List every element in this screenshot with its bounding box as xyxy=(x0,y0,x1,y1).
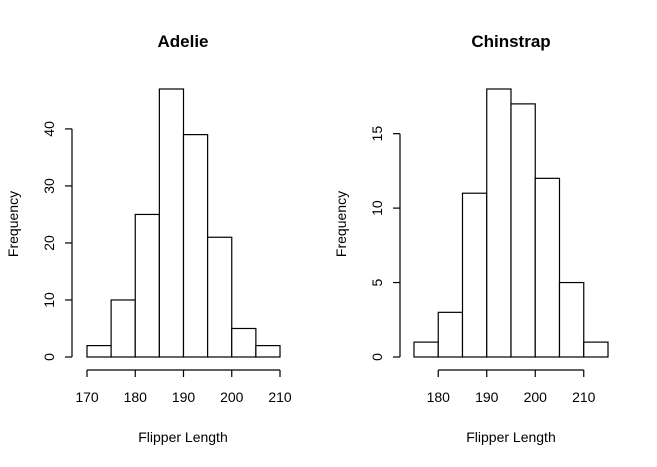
histogram-bar xyxy=(182,134,209,358)
x-tick-label: 190 xyxy=(172,389,196,405)
y-tick-label: 15 xyxy=(369,126,385,142)
histogram-bar xyxy=(583,341,609,358)
x-tick-label: 200 xyxy=(220,389,244,405)
y-axis-label: Frequency xyxy=(5,191,21,257)
chart-title: Chinstrap xyxy=(471,32,550,51)
histogram-bar xyxy=(134,213,160,358)
x-tick-label: 190 xyxy=(475,389,499,405)
histogram-bar xyxy=(437,311,464,358)
y-tick-label: 0 xyxy=(41,353,57,361)
x-tick-label: 180 xyxy=(124,389,148,405)
y-tick-label: 10 xyxy=(369,200,385,216)
histogram-bar xyxy=(207,236,233,358)
histogram-bar xyxy=(486,88,512,358)
x-axis-label: Flipper Length xyxy=(466,429,556,445)
x-tick-label: 170 xyxy=(75,389,99,405)
x-axis-label: Flipper Length xyxy=(138,429,228,445)
x-tick-label: 210 xyxy=(572,389,596,405)
y-tick-label: 0 xyxy=(369,353,385,361)
y-tick-label: 20 xyxy=(41,235,57,251)
x-tick-label: 200 xyxy=(524,389,548,405)
histogram-bar xyxy=(461,192,488,358)
x-tick-label: 180 xyxy=(427,389,451,405)
histogram-bar xyxy=(110,299,136,358)
y-tick-label: 10 xyxy=(41,292,57,308)
histogram-bar xyxy=(413,341,439,358)
y-axis-label: Frequency xyxy=(333,191,349,257)
histogram-bar xyxy=(86,344,112,358)
x-tick-label: 210 xyxy=(268,389,292,405)
histogram-bar xyxy=(231,327,257,358)
chart-title: Adelie xyxy=(157,32,208,51)
y-tick-label: 5 xyxy=(369,278,385,286)
y-tick-label: 30 xyxy=(41,178,57,194)
panel-0: Adelie 0 10 20 30 40 170 180 190 200 210 Flipper Le… xyxy=(5,32,292,445)
histogram-bar xyxy=(255,344,281,358)
histogram-bar xyxy=(510,103,536,358)
histogram-bar xyxy=(558,281,585,358)
histogram-bar xyxy=(158,88,185,358)
y-tick-label: 40 xyxy=(41,121,57,137)
histogram-bar xyxy=(534,177,561,358)
panel-1: Chinstrap 0 5 10 15 180 190 200 210 Flipper Lengt… xyxy=(333,32,609,445)
